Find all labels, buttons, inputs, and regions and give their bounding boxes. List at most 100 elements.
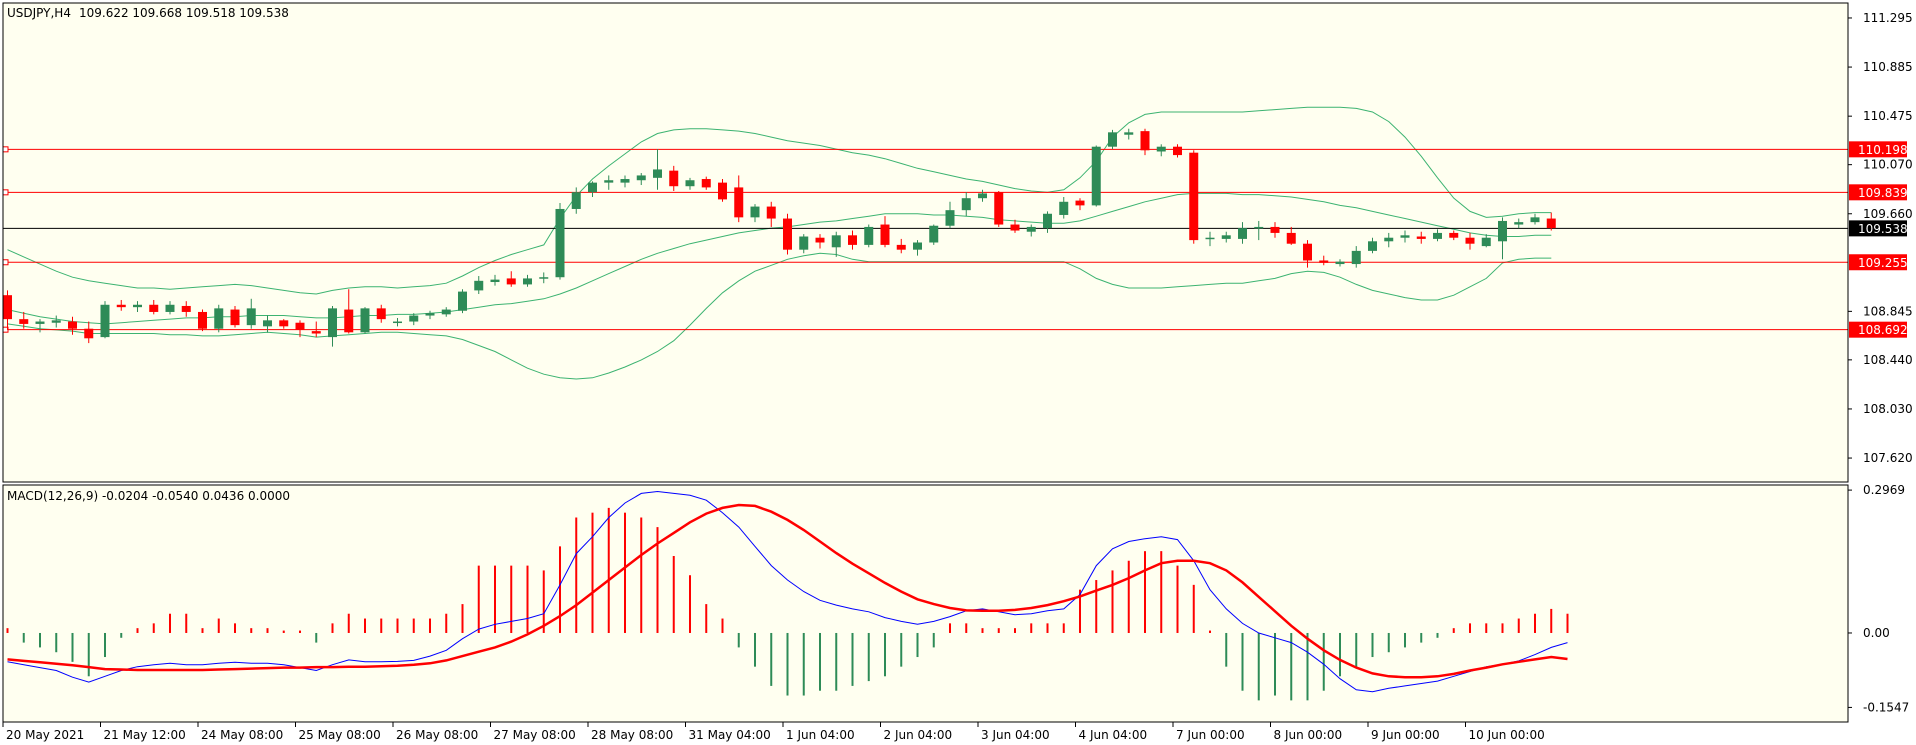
candle-body (669, 170, 679, 187)
ohlc-values: 109.622 109.668 109.518 109.538 (79, 6, 289, 20)
candle-body (425, 313, 435, 316)
candle-body (84, 328, 94, 339)
candle-body (1433, 232, 1442, 239)
level-price-tag[interactable] (1849, 184, 1907, 201)
level-price-label: 110.198 (1858, 143, 1908, 157)
candle-body (539, 277, 549, 279)
level-price-tag[interactable] (1849, 254, 1907, 271)
price-panel-header: USDJPY,H4 109.622 109.668 109.518 109.538 (7, 6, 289, 20)
candle-body (1481, 237, 1491, 247)
candle-body (1303, 243, 1312, 261)
candle-body (1384, 237, 1394, 242)
candle-body (653, 169, 662, 178)
candle-body (636, 175, 646, 181)
time-axis-label: 10 Jun 00:00 (1469, 728, 1545, 742)
candle-body (718, 182, 727, 200)
macd-panel-background (3, 485, 1848, 722)
level-line-handle[interactable] (2, 146, 9, 153)
time-axis-label: 2 Jun 04:00 (884, 728, 953, 742)
candle-body (978, 193, 987, 199)
candle-body (783, 218, 792, 250)
level-price-label: 108.692 (1858, 323, 1908, 337)
time-axis-label: 25 May 08:00 (299, 728, 381, 742)
candle-body (3, 295, 12, 320)
time-axis-label: 9 Jun 00:00 (1371, 728, 1440, 742)
candle-body (51, 320, 61, 323)
macd-axis[interactable]: 0.2969 0.00 -0.1547 (1848, 483, 1909, 714)
candle-body (1286, 232, 1296, 244)
level-price-label: 109.255 (1858, 256, 1908, 270)
time-axis-label: 28 May 08:00 (591, 728, 673, 742)
price-axis[interactable]: 111.295 110.885 110.475 110.070 109.660 108.8… (1848, 11, 1913, 465)
level-price-tag[interactable] (1849, 321, 1907, 338)
candle-body (620, 179, 630, 183)
macd-header: MACD(12,26,9) -0.0204 -0.0540 0.0436 0.0… (7, 489, 290, 503)
candle-body (523, 278, 532, 285)
symbol-title: USDJPY,H4 (7, 6, 71, 20)
candle-body (490, 279, 500, 283)
price-panel-background (3, 3, 1848, 482)
candle-body (1254, 226, 1264, 229)
time-axis[interactable]: 20 May 2021 21 May 12:00 24 May 08:00 25 Ma… (2, 721, 1848, 742)
candle-body (555, 208, 565, 278)
price-axis-label: 110.070 (1863, 158, 1913, 172)
candle-body (19, 319, 29, 324)
price-panel[interactable]: USDJPY,H4 109.622 109.668 109.518 109.538… (2, 2, 1913, 483)
macd-axis-label: 0.2969 (1863, 483, 1905, 497)
candle-body (506, 278, 516, 285)
price-axis-label: 110.475 (1863, 109, 1913, 123)
candle-body (864, 226, 874, 245)
time-axis-label: 1 Jun 04:00 (786, 728, 855, 742)
candle-body (588, 182, 597, 193)
time-axis-label: 8 Jun 00:00 (1274, 728, 1343, 742)
candle-body (815, 237, 825, 243)
candle-body (441, 309, 451, 315)
candle-body (734, 187, 744, 218)
price-panel-frame (2, 2, 1849, 483)
candle-body (230, 309, 240, 326)
candle-body (35, 321, 45, 324)
candle-body (604, 180, 614, 183)
candle-body (831, 235, 841, 248)
candle-body (1026, 226, 1036, 232)
candle-body (685, 180, 695, 187)
bollinger-middle-line (7, 192, 1552, 325)
bollinger-upper-line (7, 106, 1552, 295)
candle-body (701, 179, 711, 188)
candle-body (1351, 250, 1361, 265)
price-axis-label: 108.030 (1863, 402, 1913, 416)
macd-axis-label: 0.00 (1863, 626, 1890, 640)
macd-axis-label: -0.1547 (1863, 700, 1909, 714)
candle-body (766, 206, 776, 219)
candle-body (1010, 224, 1020, 231)
candle-body (880, 224, 890, 245)
candle-body (393, 321, 402, 324)
price-axis-label: 111.295 (1863, 11, 1913, 25)
level-price-tag[interactable] (1849, 141, 1907, 158)
candle-body (1156, 146, 1166, 152)
candle-body (1091, 146, 1101, 206)
level-line-handle[interactable] (2, 259, 9, 266)
candle-body (913, 242, 922, 250)
time-axis-label: 3 Jun 04:00 (981, 728, 1050, 742)
candle-body (1530, 217, 1540, 223)
level-line-handle[interactable] (2, 189, 9, 196)
candle-body (1043, 213, 1052, 229)
macd-panel[interactable]: MACD(12,26,9) -0.0204 -0.0540 0.0436 0.0… (2, 483, 1909, 723)
candle-body (1416, 236, 1426, 239)
price-axis-label: 108.440 (1863, 353, 1913, 367)
horizontal-levels[interactable] (2, 146, 1848, 333)
candle-body (961, 198, 971, 211)
candle-body (1449, 232, 1459, 238)
candle-body (571, 192, 581, 209)
candle-body (328, 308, 337, 338)
price-axis-label: 108.845 (1863, 304, 1913, 318)
candle-body (100, 304, 110, 338)
time-axis-label: 27 May 08:00 (494, 728, 576, 742)
current-price-label: 109.538 (1858, 222, 1908, 236)
candle-body (198, 311, 207, 329)
candle-body (1546, 218, 1556, 229)
candle-body (1335, 261, 1345, 265)
candle-body (344, 309, 354, 333)
